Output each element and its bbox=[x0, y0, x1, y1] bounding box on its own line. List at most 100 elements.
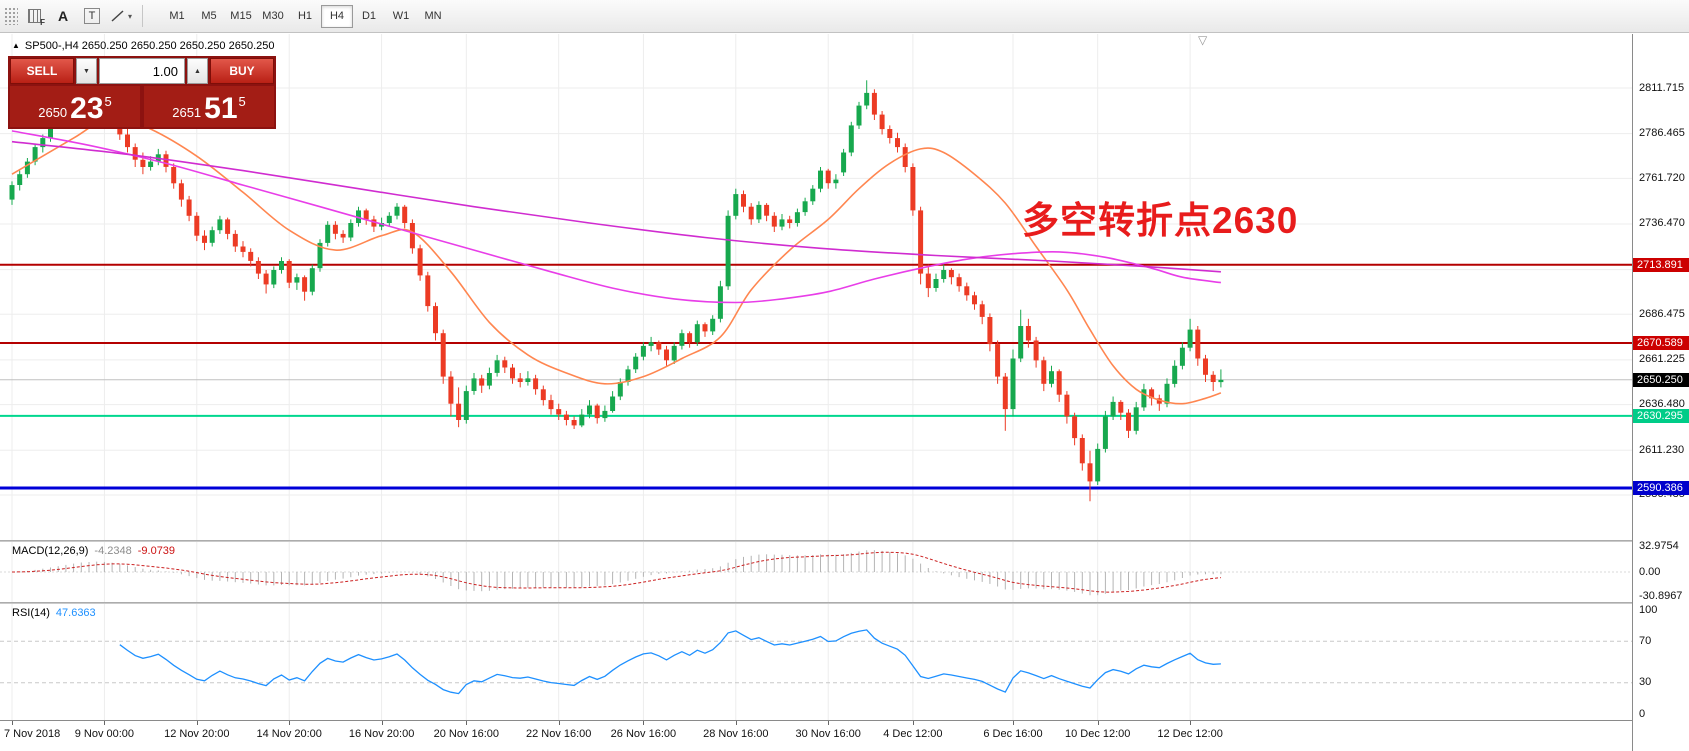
price-axis-label: 2786.465 bbox=[1639, 127, 1685, 140]
chevron-down-icon: ▾ bbox=[127, 11, 132, 21]
time-axis-label: 28 Nov 16:00 bbox=[703, 728, 769, 740]
rsi-axis-label: 100 bbox=[1639, 603, 1658, 616]
time-tick bbox=[104, 721, 106, 725]
time-tick bbox=[735, 721, 737, 725]
timeframe-button-M1[interactable]: M1 bbox=[161, 5, 193, 28]
macd-axis-label: 32.9754 bbox=[1639, 539, 1679, 552]
time-tick bbox=[558, 721, 560, 725]
rsi-axis-label: 30 bbox=[1639, 676, 1652, 689]
time-axis-label: 14 Nov 20:00 bbox=[256, 728, 322, 740]
collapse-panel-triangle-icon[interactable]: ▲ bbox=[12, 41, 20, 50]
macd-indicator-label: MACD(12,26,9) -4.2348 -9.0739 bbox=[12, 545, 175, 557]
sell-price-display[interactable]: 2650 23 5 bbox=[10, 86, 140, 127]
grid-f-label: F bbox=[40, 18, 45, 27]
price-badge: 2630.295 bbox=[1633, 408, 1689, 423]
timeframe-button-M30[interactable]: M30 bbox=[257, 5, 289, 28]
timeframe-button-H1[interactable]: H1 bbox=[289, 5, 321, 28]
time-tick bbox=[196, 721, 198, 725]
triangle-marker-icon: ▽ bbox=[1198, 33, 1208, 47]
time-tick bbox=[12, 721, 13, 725]
price-badge: 2590.386 bbox=[1633, 480, 1689, 495]
rsi-canvas[interactable] bbox=[0, 604, 1632, 720]
panel-splitter-rsi[interactable] bbox=[0, 602, 1689, 604]
ohlc-readout: SP500-,H4 2650.250 2650.250 2650.250 265… bbox=[24, 40, 275, 52]
caret-up-icon: ▲ bbox=[194, 67, 201, 75]
time-tick bbox=[828, 721, 830, 725]
price-axis-label: 2811.715 bbox=[1639, 81, 1685, 94]
toolbar: F A T ▾ M1 M5 M15 M30 H1 H4 D1 W1 MN bbox=[0, 0, 1689, 33]
one-click-trading-panel: SELL ▼ ▲ BUY 2650 23 5 2651 51 5 bbox=[8, 56, 276, 129]
font-icon[interactable]: A bbox=[50, 4, 76, 28]
macd-canvas[interactable] bbox=[0, 542, 1632, 602]
time-axis[interactable]: 7 Nov 2018 9 Nov 00:00 12 Nov 20:00 14 Nov … bbox=[0, 721, 1632, 751]
macd-axis-label: 0.00 bbox=[1639, 565, 1661, 578]
macd-axis-label: -30.8967 bbox=[1639, 589, 1683, 602]
time-axis-label: 12 Nov 20:00 bbox=[164, 728, 230, 740]
volume-up-button[interactable]: ▲ bbox=[187, 58, 208, 84]
time-tick bbox=[1190, 721, 1192, 725]
panel-splitter-macd[interactable] bbox=[0, 540, 1689, 542]
volume-input[interactable] bbox=[99, 58, 185, 84]
annotation-text: 多空转折点2630 bbox=[1022, 200, 1299, 241]
grid-icon[interactable]: F bbox=[21, 4, 47, 28]
sell-button[interactable]: SELL bbox=[10, 58, 74, 84]
line-glyph-icon bbox=[111, 10, 124, 22]
price-axis-label: 2761.720 bbox=[1639, 171, 1685, 184]
time-tick bbox=[289, 721, 291, 725]
ma-fast bbox=[11, 115, 1222, 405]
time-tick bbox=[912, 721, 914, 725]
bid-prefix: 2650 bbox=[38, 105, 68, 120]
rsi-axis-label: 0 bbox=[1639, 707, 1646, 720]
time-tick bbox=[1097, 721, 1099, 725]
price-axis-label: 2736.470 bbox=[1639, 217, 1685, 230]
time-axis-line bbox=[0, 720, 1689, 721]
toolbar-separator bbox=[142, 5, 143, 27]
time-axis-label: 22 Nov 16:00 bbox=[525, 728, 592, 740]
timeframe-button-W1[interactable]: W1 bbox=[385, 5, 417, 28]
price-axis-label: 2636.480 bbox=[1639, 398, 1685, 411]
trade-panel-controls: SELL ▼ ▲ BUY bbox=[10, 58, 274, 84]
time-axis-label: 10 Dec 12:00 bbox=[1064, 728, 1131, 740]
trendline-icon[interactable]: ▾ bbox=[108, 4, 134, 28]
ask-sup-digit: 5 bbox=[238, 94, 246, 109]
rsi-name: RSI(14) bbox=[12, 607, 50, 619]
timeframe-button-M15[interactable]: M15 bbox=[225, 5, 257, 28]
macd-signal-value: -9.0739 bbox=[137, 545, 176, 557]
time-axis-label: 12 Dec 12:00 bbox=[1157, 728, 1223, 740]
text-icon[interactable]: T bbox=[79, 4, 105, 28]
price-badge: 2650.250 bbox=[1633, 372, 1689, 387]
time-axis-label: 16 Nov 20:00 bbox=[348, 728, 415, 740]
symbol-header: ▲ SP500-,H4 2650.250 2650.250 2650.250 26… bbox=[12, 40, 274, 52]
timeframe-button-M5[interactable]: M5 bbox=[193, 5, 225, 28]
buy-price-display[interactable]: 2651 51 5 bbox=[144, 86, 274, 127]
time-axis-label: 9 Nov 00:00 bbox=[74, 728, 135, 740]
rsi-value: 47.6363 bbox=[55, 607, 96, 619]
price-axis-label: 2661.225 bbox=[1639, 353, 1685, 366]
timeframe-toolbar: M1 M5 M15 M30 H1 H4 D1 W1 MN bbox=[161, 4, 449, 28]
timeframe-button-D1[interactable]: D1 bbox=[353, 5, 385, 28]
bid-sup-digit: 5 bbox=[104, 94, 112, 109]
time-axis-label: 30 Nov 16:00 bbox=[795, 728, 861, 740]
toolbar-grip[interactable] bbox=[4, 7, 18, 25]
buy-button[interactable]: BUY bbox=[210, 58, 274, 84]
time-tick bbox=[466, 721, 468, 725]
caret-down-icon: ▼ bbox=[83, 67, 90, 75]
ask-prefix: 2651 bbox=[172, 105, 202, 120]
price-axis-label: 2611.230 bbox=[1639, 443, 1685, 456]
price-badge: 2713.891 bbox=[1633, 257, 1689, 272]
timeframe-button-MN[interactable]: MN bbox=[417, 5, 449, 28]
ask-big-digits: 51 bbox=[204, 92, 238, 125]
timeframe-button-H4[interactable]: H4 bbox=[321, 4, 353, 28]
volume-dropdown-button[interactable]: ▼ bbox=[76, 58, 97, 84]
bid-big-digits: 23 bbox=[70, 92, 104, 125]
price-axis[interactable]: 2811.7152786.4652761.7202736.4702711.220… bbox=[1632, 34, 1689, 751]
time-axis-label: 7 Nov 2018 bbox=[4, 728, 61, 740]
price-badge: 2670.589 bbox=[1633, 336, 1689, 350]
time-axis-label: 6 Dec 16:00 bbox=[983, 728, 1043, 740]
time-axis-label: 4 Dec 12:00 bbox=[883, 728, 943, 740]
price-axis-label: 2686.475 bbox=[1639, 307, 1685, 320]
grid-glyph-icon bbox=[27, 9, 41, 23]
time-axis-label: 26 Nov 16:00 bbox=[610, 728, 677, 740]
ma-slow bbox=[11, 140, 1221, 273]
